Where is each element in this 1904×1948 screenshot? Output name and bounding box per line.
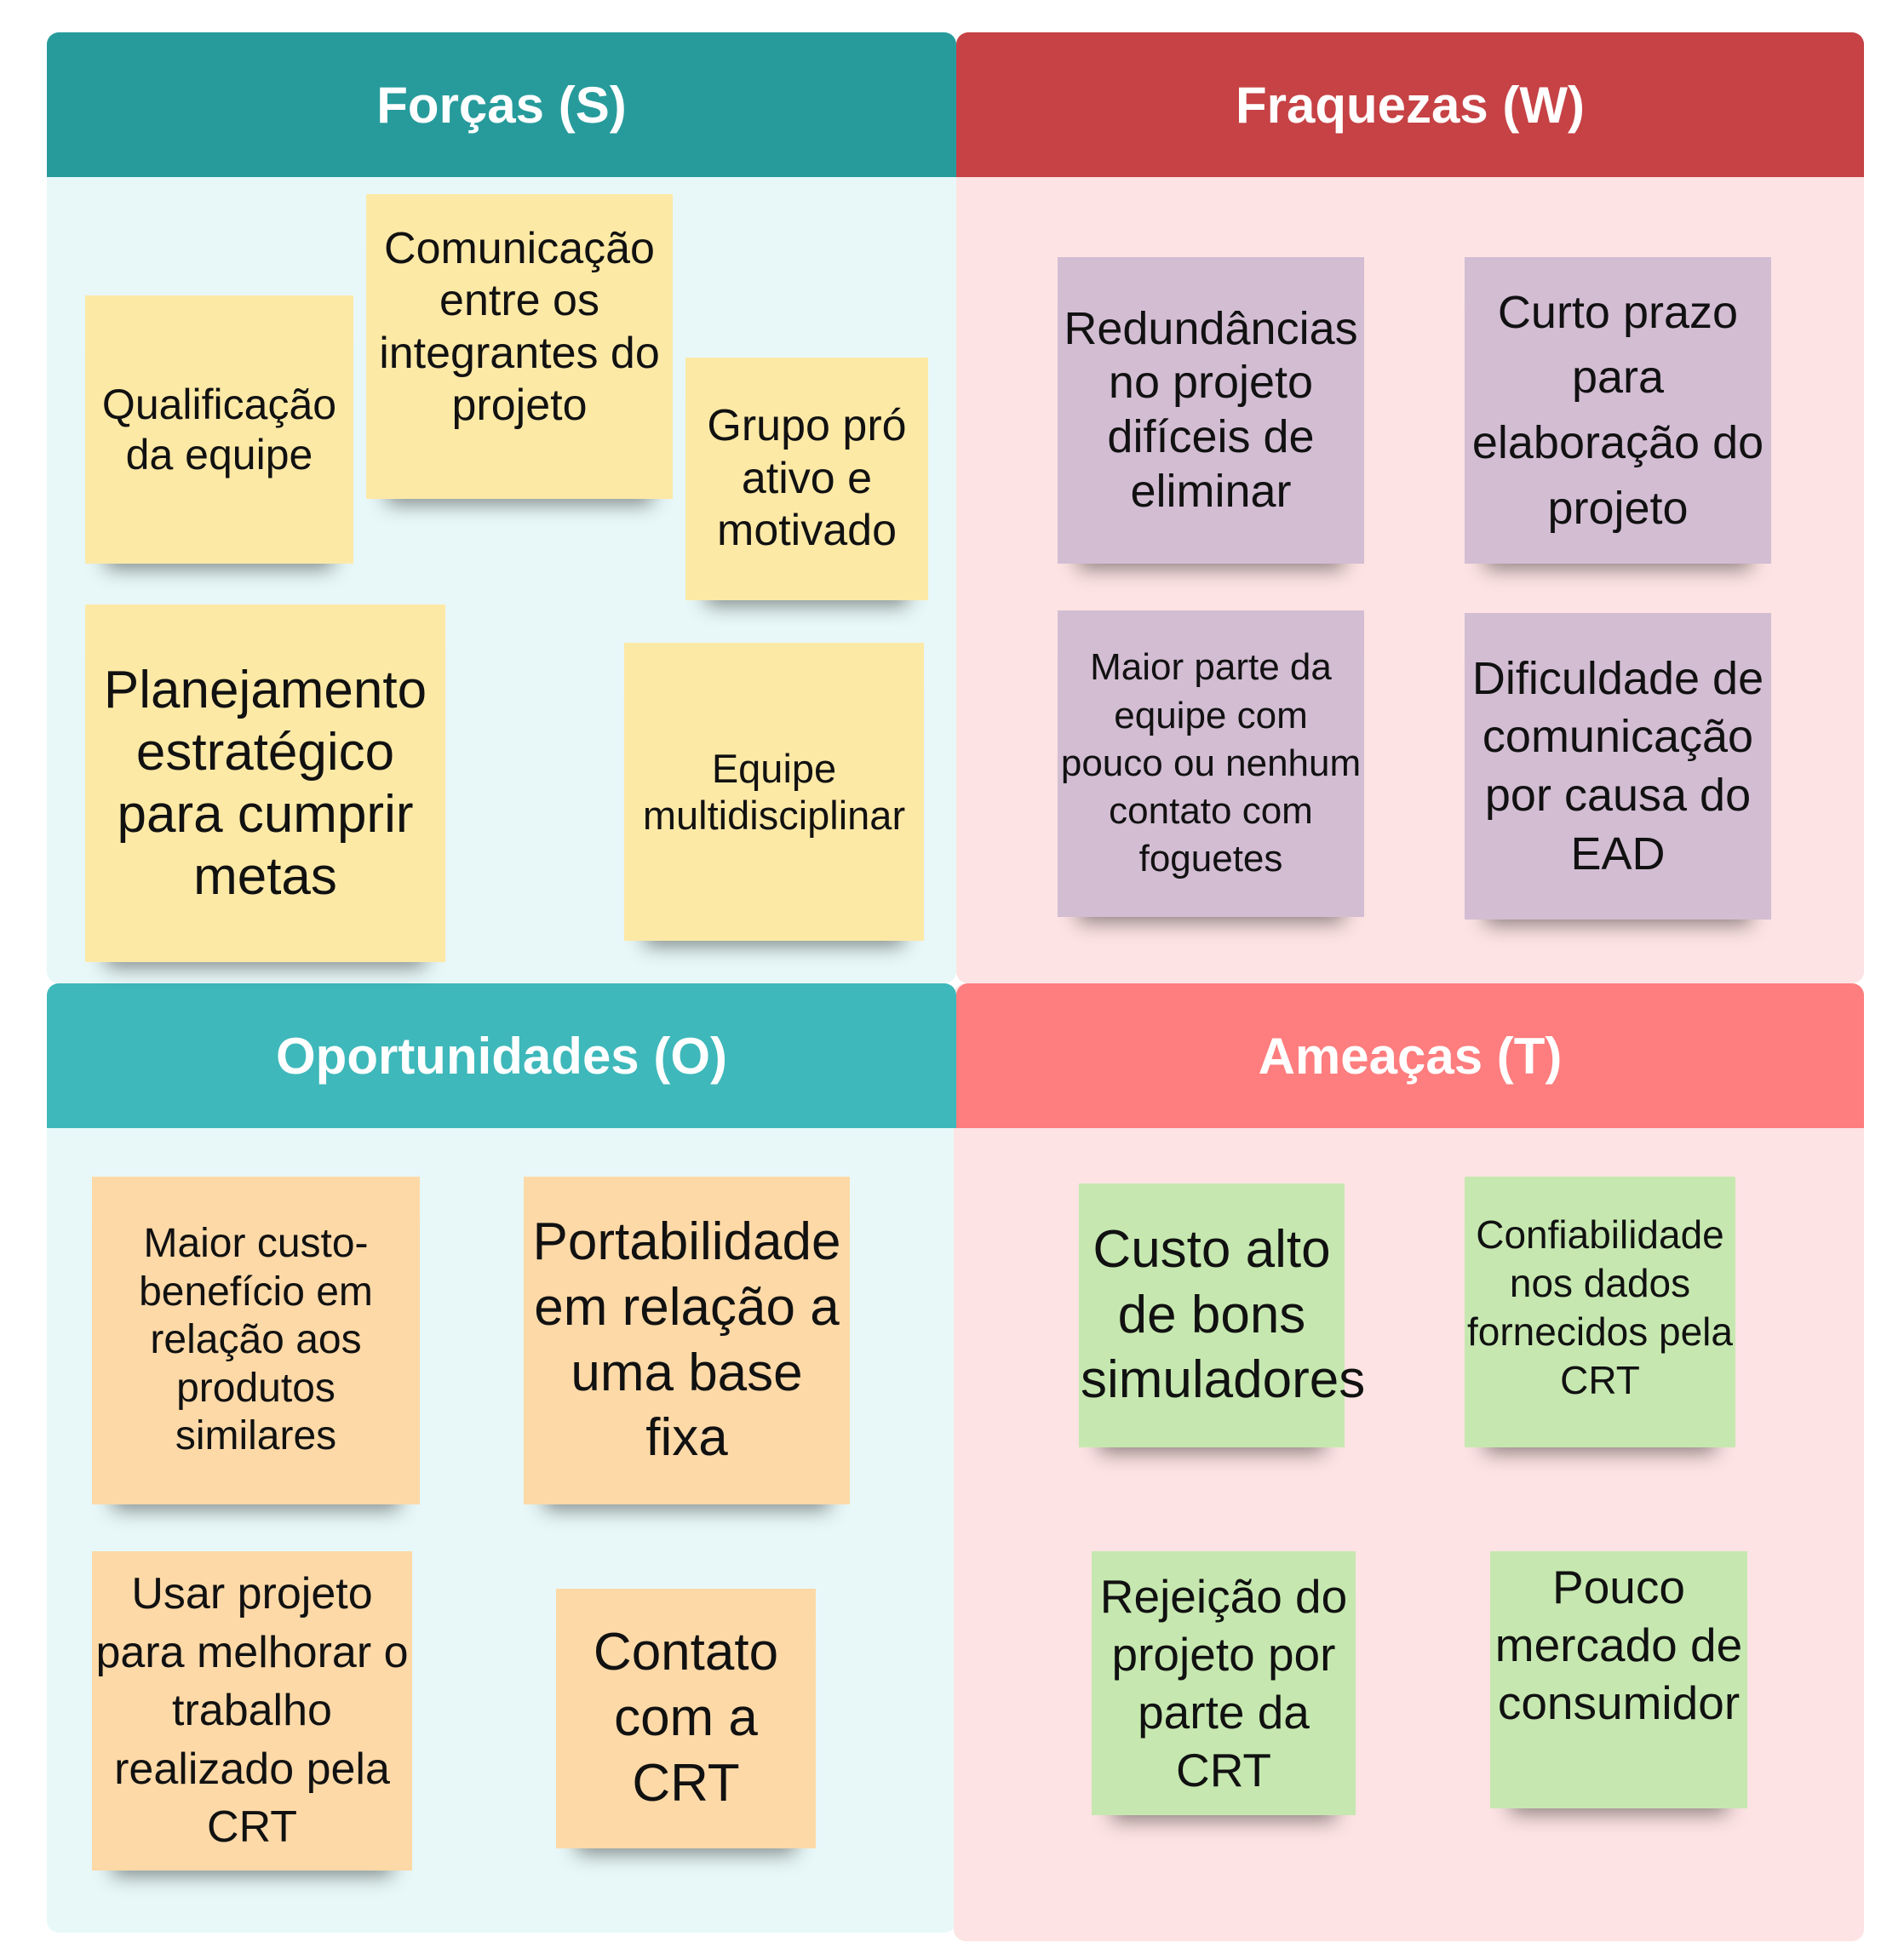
sticky-note: Portabilidade em relação a uma base fixa [524, 1177, 850, 1504]
sticky-note: Qualificação da equipe [85, 295, 353, 564]
sticky-note: Grupo pró ativo e motivado [685, 358, 928, 600]
strengths-header: Forças (S) [47, 32, 956, 177]
opportunities-header: Oportunidades (O) [47, 983, 956, 1128]
threats-header: Ameaças (T) [956, 983, 1864, 1128]
sticky-note: Comunicação entre os integrantes do proj… [366, 194, 673, 499]
sticky-note: Contato com a CRT [556, 1589, 816, 1848]
sticky-note: Curto prazo para elaboração do projeto [1465, 257, 1771, 564]
sticky-note: Equipe multidisciplinar [624, 643, 924, 941]
sticky-note: Usar projeto para melhorar o trabalho re… [92, 1551, 412, 1871]
sticky-note: Redundâncias no projeto difíceis de elim… [1058, 257, 1364, 564]
sticky-note: Planejamento estratégico para cumprir me… [85, 604, 445, 962]
sticky-note: Dificuldade de comunicação por causa do … [1465, 613, 1771, 920]
sticky-note: Confiabilidade nos dados fornecidos pela… [1465, 1177, 1735, 1447]
sticky-note: Custo alto de bons simuladores [1079, 1183, 1365, 1447]
sticky-note: Maior parte da equipe com pouco ou nenhu… [1058, 610, 1364, 917]
weaknesses-header: Fraquezas (W) [956, 32, 1864, 177]
sticky-note: Rejeição do projeto por parte da CRT [1092, 1551, 1356, 1815]
sticky-note: Maior custo-benefício em relação aos pro… [92, 1177, 420, 1504]
sticky-note: Pouco mercado de consumidor [1490, 1551, 1747, 1808]
